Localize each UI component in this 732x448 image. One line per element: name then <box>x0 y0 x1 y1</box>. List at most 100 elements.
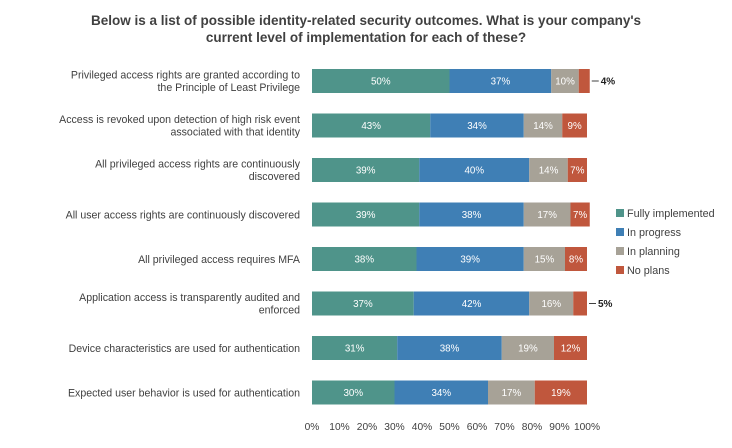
value-label: 7% <box>573 210 587 221</box>
bar-segment <box>312 336 398 360</box>
value-label: 39% <box>460 255 480 266</box>
legend-swatch <box>616 266 624 274</box>
value-label: 50% <box>371 77 391 88</box>
bar-segment <box>312 202 420 227</box>
x-tick-label: 80% <box>522 422 542 433</box>
bar-segment <box>562 113 587 138</box>
legend-label: Fully implemented <box>627 208 715 220</box>
category-label: All user access rights are continuously … <box>66 209 300 221</box>
category-label: Privileged access rights are granted acc… <box>71 70 300 82</box>
bars <box>312 69 590 405</box>
bar-segment <box>578 69 590 93</box>
x-tick-label: 100% <box>574 422 600 433</box>
value-label: 30% <box>343 388 363 399</box>
x-tick-label: 40% <box>412 422 432 433</box>
value-label: 15% <box>535 255 555 266</box>
bar-segment <box>501 336 554 360</box>
value-label: 43% <box>361 121 381 132</box>
x-axis: 0% 10% 20% 30% 40% 50% 60% 70% 80% 90% 100% <box>305 422 600 433</box>
bar-segment <box>413 291 530 316</box>
bar-segment <box>565 247 587 271</box>
bar-segment <box>551 69 579 93</box>
category-label: Application access is transparently audi… <box>79 292 300 304</box>
category-label: Access is revoked upon detection of high… <box>59 114 300 126</box>
legend-swatch <box>616 209 624 217</box>
category-label: associated with that identity <box>170 127 300 139</box>
value-label: 39% <box>356 166 376 177</box>
value-label: 38% <box>440 344 460 355</box>
x-tick-label: 70% <box>494 422 514 433</box>
bar-segment <box>312 380 395 405</box>
value-label: 5% <box>598 299 613 310</box>
chart-title-line: Below is a list of possible identity-rel… <box>91 13 641 28</box>
bar-segment <box>419 158 530 182</box>
x-tick-label: 20% <box>357 422 377 433</box>
value-label: 9% <box>568 121 582 132</box>
value-label: 31% <box>345 344 365 355</box>
value-label: 38% <box>354 255 374 266</box>
bar-segment <box>570 202 590 227</box>
bar-segment <box>534 380 587 405</box>
bar-segment <box>397 336 502 360</box>
bar-segment <box>523 113 563 138</box>
value-label: 14% <box>539 166 559 177</box>
bar-segment <box>394 380 488 405</box>
bar-segment <box>554 336 587 360</box>
legend-swatch <box>616 247 624 255</box>
value-label: 42% <box>462 299 482 310</box>
legend-label: No plans <box>627 265 670 277</box>
bar-segment <box>488 380 535 405</box>
bar-segment <box>573 291 587 316</box>
category-label: the Principle of Least Privilege <box>157 82 300 94</box>
value-label: 40% <box>464 166 484 177</box>
category-label: enforced <box>259 305 300 317</box>
bar-segment <box>416 247 524 271</box>
x-tick-label: 10% <box>329 422 349 433</box>
bar-segment <box>529 158 568 182</box>
value-label: 17% <box>502 388 522 399</box>
value-label: 34% <box>467 121 487 132</box>
category-label: Expected user behavior is used for authe… <box>68 387 300 399</box>
x-tick-label: 60% <box>467 422 487 433</box>
value-label: 39% <box>356 210 376 221</box>
category-label: Device characteristics are used for auth… <box>69 343 301 355</box>
category-label: All privileged access rights are continu… <box>95 159 301 171</box>
x-tick-label: 50% <box>439 422 459 433</box>
x-tick-label: 0% <box>305 422 320 433</box>
bar-segment <box>312 291 414 316</box>
legend-swatch <box>616 228 624 236</box>
bar-segment <box>419 202 524 227</box>
value-label: 34% <box>431 388 451 399</box>
value-label: 14% <box>533 121 553 132</box>
value-label: 17% <box>537 210 557 221</box>
legend-label: In planning <box>627 246 680 258</box>
category-label: discovered <box>249 171 300 183</box>
value-label: 37% <box>353 299 373 310</box>
legend-label: In progress <box>627 227 682 239</box>
bar-segment <box>312 113 431 138</box>
category-label: All privileged access requires MFA <box>138 254 301 266</box>
bar-segment <box>529 291 574 316</box>
legend: Fully implemented In progress In planning N… <box>616 208 715 277</box>
value-labels: 50% 37% 10% 4% 43% 34% 14% 9% 39% 40% 14% 7% 39% 38% 1… <box>343 77 615 400</box>
value-label: 10% <box>555 77 575 88</box>
bar-segment <box>523 247 565 271</box>
value-label: 19% <box>551 388 571 399</box>
chart-title: Below is a list of possible identity-rel… <box>91 13 641 45</box>
value-label: 38% <box>462 210 482 221</box>
bar-segment <box>523 202 571 227</box>
value-label: 12% <box>561 344 581 355</box>
x-tick-label: 30% <box>384 422 404 433</box>
bar-segment <box>567 158 587 182</box>
bar-segment <box>312 158 420 182</box>
value-label: 16% <box>541 299 561 310</box>
x-tick-label: 90% <box>549 422 569 433</box>
value-label: 37% <box>491 77 511 88</box>
value-label: 8% <box>569 255 583 266</box>
bar-segment <box>312 69 450 93</box>
bar-segment <box>312 247 417 271</box>
value-label: 4% <box>601 77 616 88</box>
value-label: 19% <box>518 344 538 355</box>
value-label: 7% <box>570 166 584 177</box>
